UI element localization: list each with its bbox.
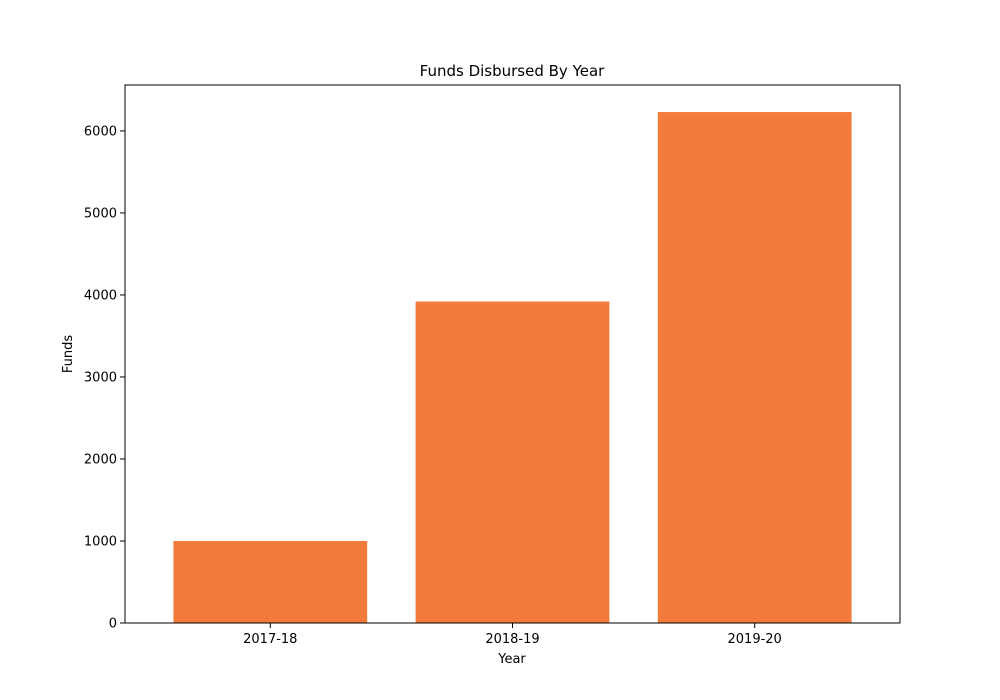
chart-title: Funds Disbursed By Year xyxy=(420,62,606,80)
x-tick-label-2018-19: 2018-19 xyxy=(485,632,539,647)
x-axis: 2017-18 2018-19 2019-20 xyxy=(243,623,782,647)
y-tick-label-5000: 5000 xyxy=(84,206,117,221)
y-tick-label-2000: 2000 xyxy=(84,452,117,467)
x-tick-label-2019-20: 2019-20 xyxy=(728,632,782,647)
y-tick-label-4000: 4000 xyxy=(84,288,117,303)
y-tick-label-1000: 1000 xyxy=(84,534,117,549)
bar-2019-20 xyxy=(657,112,852,623)
y-axis: 0 1000 2000 3000 4000 5000 6000 xyxy=(84,124,125,632)
x-axis-label: Year xyxy=(497,652,526,667)
y-tick-label-3000: 3000 xyxy=(84,370,117,385)
bar-2017-18 xyxy=(173,540,368,623)
y-axis-label: Funds xyxy=(61,335,76,373)
bars-group xyxy=(173,112,852,623)
bar-2018-19 xyxy=(415,301,610,623)
y-tick-label-6000: 6000 xyxy=(84,124,117,139)
y-tick-label-0: 0 xyxy=(109,617,117,632)
x-tick-label-2017-18: 2017-18 xyxy=(243,632,297,647)
